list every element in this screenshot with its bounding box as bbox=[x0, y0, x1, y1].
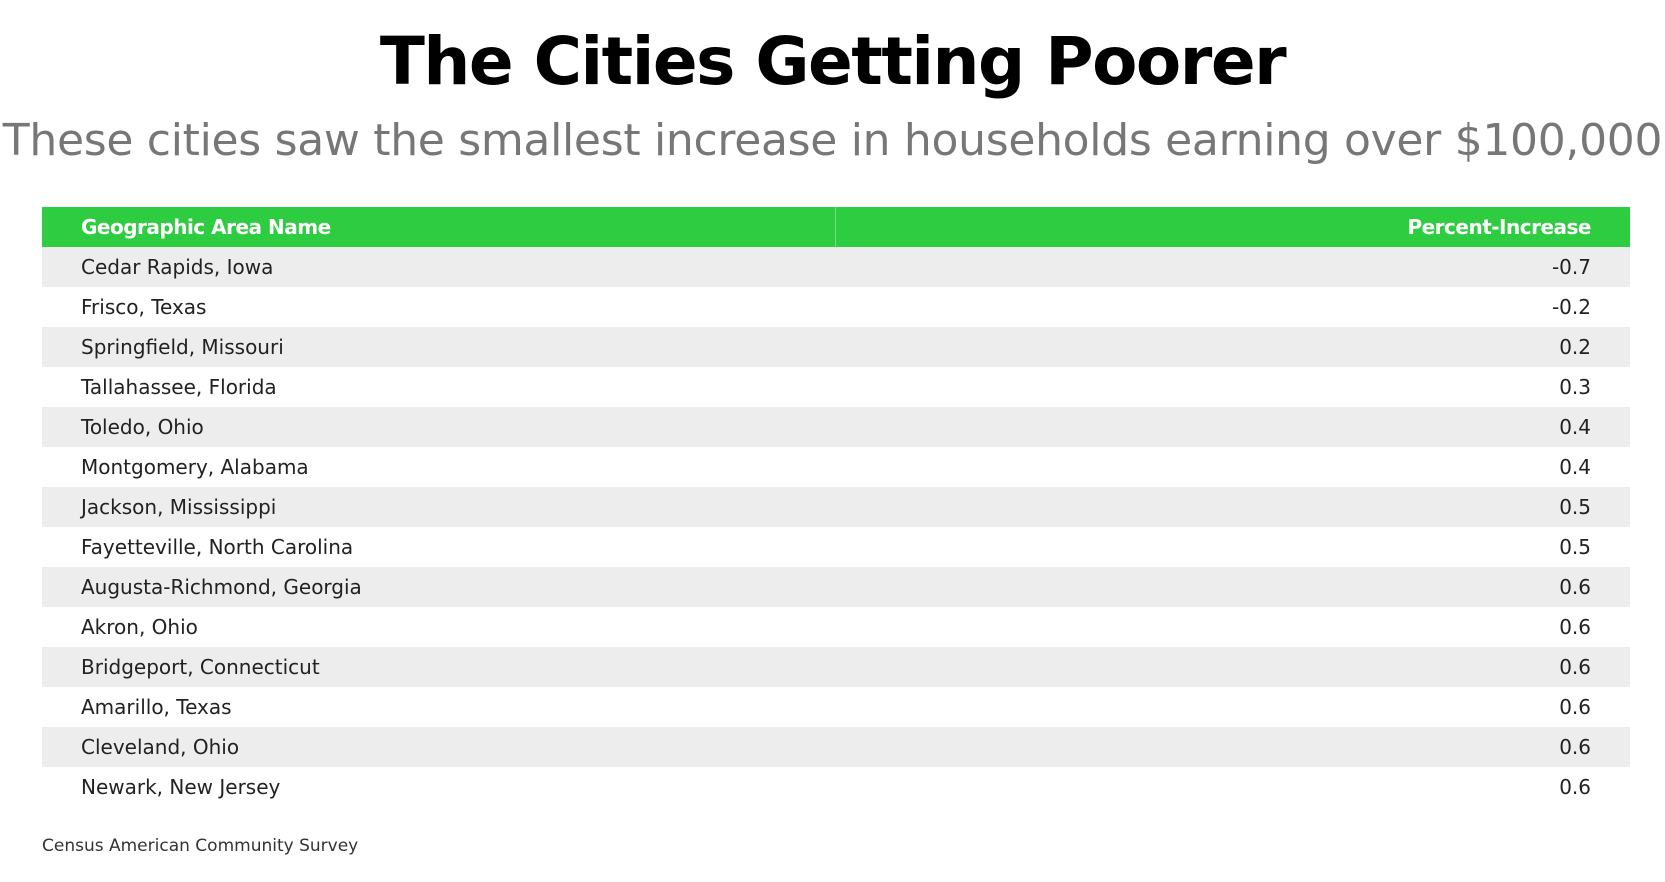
cell-percent-increase: 0.6 bbox=[1559, 695, 1591, 719]
cell-geographic-area-name: Jackson, Mississippi bbox=[81, 495, 277, 519]
cell-geographic-area-name: Cedar Rapids, Iowa bbox=[81, 255, 274, 279]
cell-percent-increase: 0.6 bbox=[1559, 615, 1591, 639]
table-row: Toledo, Ohio 0.4 bbox=[42, 407, 1630, 447]
table-row: Frisco, Texas -0.2 bbox=[42, 287, 1630, 327]
table-header: Geographic Area Name Percent-Increase bbox=[42, 207, 1630, 247]
table-row: Jackson, Mississippi 0.5 bbox=[42, 487, 1630, 527]
table-body: Cedar Rapids, Iowa -0.7 Frisco, Texas -0.2 S… bbox=[42, 247, 1630, 807]
cell-percent-increase: 0.6 bbox=[1559, 575, 1591, 599]
column-header-percent-increase[interactable]: Percent-Increase bbox=[1407, 215, 1591, 239]
cell-geographic-area-name: Montgomery, Alabama bbox=[81, 455, 309, 479]
cell-percent-increase: -0.2 bbox=[1551, 295, 1591, 319]
cell-percent-increase: 0.5 bbox=[1559, 535, 1591, 559]
table-row: Bridgeport, Connecticut 0.6 bbox=[42, 647, 1630, 687]
table-row: Springfield, Missouri 0.2 bbox=[42, 327, 1630, 367]
table-row: Newark, New Jersey 0.6 bbox=[42, 767, 1630, 807]
cell-percent-increase: 0.4 bbox=[1559, 455, 1591, 479]
cell-geographic-area-name: Springfield, Missouri bbox=[81, 335, 284, 359]
cell-percent-increase: 0.5 bbox=[1559, 495, 1591, 519]
cell-geographic-area-name: Tallahassee, Florida bbox=[81, 375, 277, 399]
cell-geographic-area-name: Toledo, Ohio bbox=[81, 415, 204, 439]
table-row: Amarillo, Texas 0.6 bbox=[42, 687, 1630, 727]
cell-percent-increase: 0.4 bbox=[1559, 415, 1591, 439]
table-row: Cleveland, Ohio 0.6 bbox=[42, 727, 1630, 767]
cell-geographic-area-name: Frisco, Texas bbox=[81, 295, 207, 319]
cell-geographic-area-name: Cleveland, Ohio bbox=[81, 735, 240, 759]
cell-geographic-area-name: Bridgeport, Connecticut bbox=[81, 655, 320, 679]
table-row: Fayetteville, North Carolina 0.5 bbox=[42, 527, 1630, 567]
cell-geographic-area-name: Amarillo, Texas bbox=[81, 695, 232, 719]
data-table: Geographic Area Name Percent-Increase Ce… bbox=[42, 207, 1630, 807]
table-row: Augusta-Richmond, Georgia 0.6 bbox=[42, 567, 1630, 607]
cell-percent-increase: 0.6 bbox=[1559, 775, 1591, 799]
cell-percent-increase: 0.6 bbox=[1559, 655, 1591, 679]
source-note: Census American Community Survey bbox=[42, 836, 359, 856]
cell-geographic-area-name: Augusta-Richmond, Georgia bbox=[81, 575, 362, 599]
column-header-geographic-area[interactable]: Geographic Area Name bbox=[42, 207, 836, 247]
cell-geographic-area-name: Fayetteville, North Carolina bbox=[81, 535, 354, 559]
cell-percent-increase: 0.6 bbox=[1559, 735, 1591, 759]
table-row: Tallahassee, Florida 0.3 bbox=[42, 367, 1630, 407]
table-row: Akron, Ohio 0.6 bbox=[42, 607, 1630, 647]
cell-percent-increase: 0.2 bbox=[1559, 335, 1591, 359]
cell-geographic-area-name: Akron, Ohio bbox=[81, 615, 198, 639]
chart-title: The Cities Getting Poorer bbox=[379, 23, 1287, 100]
cell-percent-increase: 0.3 bbox=[1559, 375, 1591, 399]
cell-geographic-area-name: Newark, New Jersey bbox=[81, 775, 281, 799]
table-row: Montgomery, Alabama 0.4 bbox=[42, 447, 1630, 487]
cell-percent-increase: -0.7 bbox=[1551, 255, 1591, 279]
chart-subtitle: These cities saw the smallest increase i… bbox=[2, 115, 1663, 166]
table-row: Cedar Rapids, Iowa -0.7 bbox=[42, 247, 1630, 287]
